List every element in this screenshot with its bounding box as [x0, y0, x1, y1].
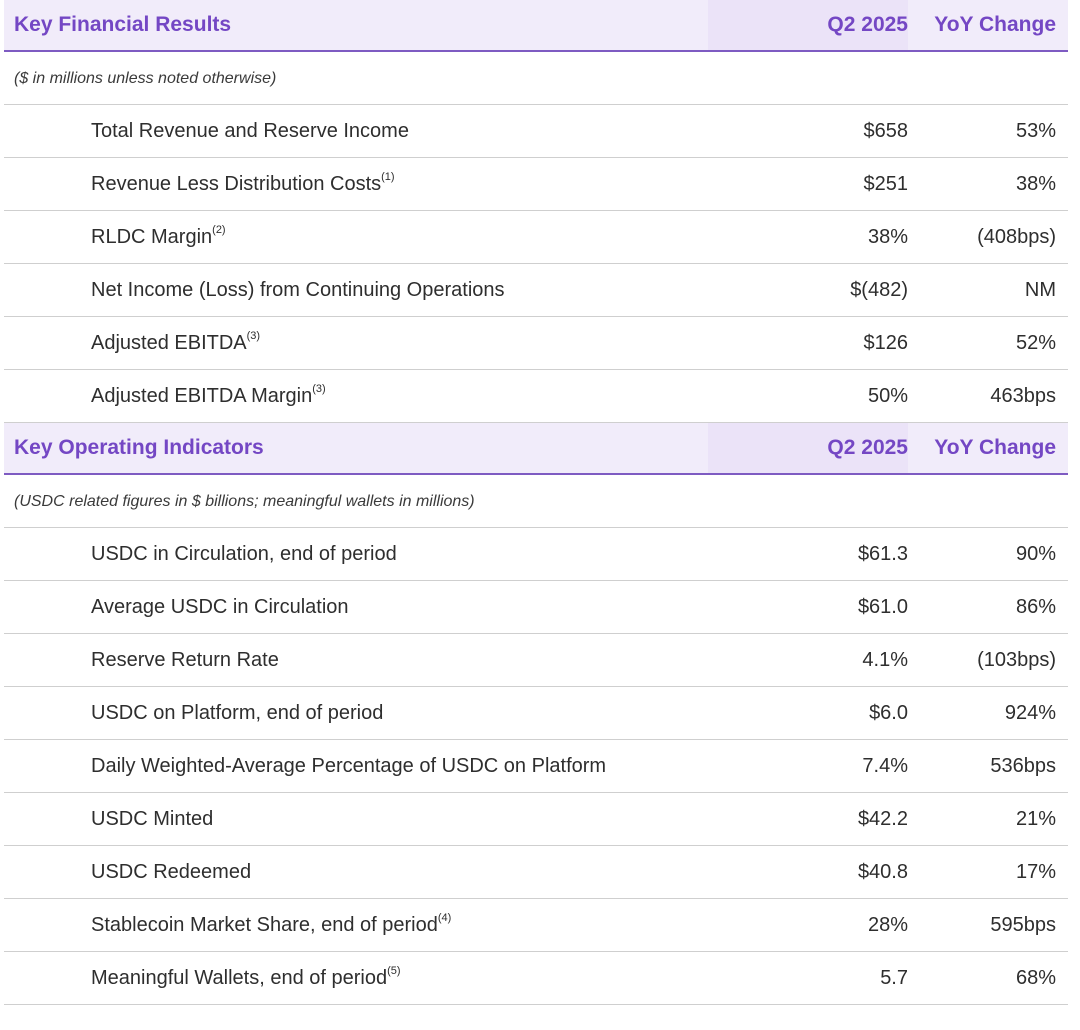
yoy-value: 536bps [990, 754, 1056, 777]
row-label: Meaningful Wallets, end of period(5) [4, 964, 708, 990]
row-label-text: USDC in Circulation, end of period [91, 542, 397, 565]
row-label: USDC Redeemed [4, 861, 708, 884]
q2-value: $61.0 [857, 595, 908, 618]
financial-col-yoy: YoY Change [934, 13, 1056, 36]
q2-value: $251 [863, 172, 909, 195]
table-row: Adjusted EBITDA(3) $126 52% [4, 317, 1068, 370]
row-label: USDC in Circulation, end of period [4, 543, 708, 566]
financial-rows: Total Revenue and Reserve Income $658 53% R… [4, 105, 1068, 423]
table-row: Average USDC in Circulation $61.0 86% [4, 581, 1068, 634]
q2-value: $40.8 [857, 860, 908, 883]
footnote-marker: (5) [387, 964, 401, 977]
results-table: Key Financial Results Q2 2025 YoY Change… [4, 0, 1068, 1005]
q2-value: 38% [867, 225, 908, 248]
row-label-text: Adjusted EBITDA [91, 331, 247, 354]
q2-value: 7.4% [862, 754, 908, 777]
row-label: Adjusted EBITDA(3) [4, 329, 708, 355]
table-row: Daily Weighted-Average Percentage of USD… [4, 740, 1068, 793]
financial-title: Key Financial Results [14, 13, 232, 36]
q2-value: $(482) [850, 278, 908, 301]
q2-value: 50% [867, 384, 908, 407]
row-label-text: Reserve Return Rate [91, 648, 279, 671]
footnote-marker: (3) [246, 329, 261, 342]
q2-value: $658 [863, 119, 909, 142]
yoy-value: 595bps [990, 913, 1056, 936]
financial-header: Key Financial Results Q2 2025 YoY Change [4, 0, 1068, 52]
row-label-text: Meaningful Wallets, end of period [91, 966, 388, 989]
q2-value: 28% [867, 913, 908, 936]
q2-value: 5.7 [880, 966, 908, 989]
table-row: Meaningful Wallets, end of period(5) 5.7 6… [4, 952, 1068, 1005]
yoy-value: 21% [1015, 807, 1056, 830]
operating-col-yoy: YoY Change [934, 436, 1056, 459]
yoy-value: 53% [1015, 119, 1056, 142]
yoy-value: 68% [1015, 966, 1056, 989]
operating-title: Key Operating Indicators [14, 436, 264, 459]
footnote-marker: (2) [212, 223, 226, 236]
yoy-value: 38% [1015, 172, 1056, 195]
row-label-text: Daily Weighted-Average Percentage of USD… [91, 754, 607, 777]
row-label-text: Adjusted EBITDA Margin [91, 384, 313, 407]
row-label: RLDC Margin(2) [4, 223, 708, 249]
table-row: USDC in Circulation, end of period $61.3 9… [4, 528, 1068, 581]
financial-note: ($ in millions unless noted otherwise) [4, 53, 1068, 105]
yoy-value: 17% [1015, 860, 1056, 883]
yoy-value: 86% [1015, 595, 1056, 618]
row-label: Stablecoin Market Share, end of period(4… [4, 911, 708, 937]
row-label-text: USDC Minted [91, 807, 214, 830]
q2-value: $6.0 [869, 701, 908, 724]
yoy-value: 90% [1015, 542, 1056, 565]
row-label-text: Revenue Less Distribution Costs [91, 172, 382, 195]
q2-value: $126 [863, 331, 909, 354]
row-label: USDC Minted [4, 808, 708, 831]
yoy-value: 463bps [990, 384, 1056, 407]
q2-value: 4.1% [862, 648, 908, 671]
table-row: USDC on Platform, end of period $6.0 924% [4, 687, 1068, 740]
row-label: USDC on Platform, end of period [4, 702, 708, 725]
table-row: Stablecoin Market Share, end of period(4… [4, 899, 1068, 952]
yoy-value: (103bps) [977, 648, 1056, 671]
footnote-marker: (4) [437, 911, 452, 924]
financial-col-q2: Q2 2025 [708, 0, 908, 50]
table-row: USDC Minted $42.2 21% [4, 793, 1068, 846]
row-label: Daily Weighted-Average Percentage of USD… [4, 755, 708, 778]
footnote-marker: (1) [381, 170, 395, 183]
operating-note: (USDC related figures in $ billions; mea… [4, 476, 1068, 528]
row-label-text: Stablecoin Market Share, end of period [91, 913, 438, 936]
table-row: RLDC Margin(2) 38% (408bps) [4, 211, 1068, 264]
table-row: USDC Redeemed $40.8 17% [4, 846, 1068, 899]
yoy-value: 924% [1004, 701, 1056, 724]
row-label: Average USDC in Circulation [4, 596, 708, 619]
yoy-value: 52% [1015, 331, 1056, 354]
row-label-text: RLDC Margin [91, 225, 213, 248]
row-label-text: USDC Redeemed [91, 860, 252, 883]
operating-rows: USDC in Circulation, end of period $61.3 9… [4, 528, 1068, 1005]
q2-value: $42.2 [857, 807, 908, 830]
row-label: Revenue Less Distribution Costs(1) [4, 170, 708, 196]
row-label: Reserve Return Rate [4, 649, 708, 672]
row-label: Total Revenue and Reserve Income [4, 120, 708, 143]
row-label-text: Net Income (Loss) from Continuing Operat… [91, 278, 505, 301]
yoy-value: (408bps) [977, 225, 1056, 248]
row-label-text: USDC on Platform, end of period [91, 701, 384, 724]
table-row: Net Income (Loss) from Continuing Operat… [4, 264, 1068, 317]
table-row: Revenue Less Distribution Costs(1) $251 38… [4, 158, 1068, 211]
row-label: Net Income (Loss) from Continuing Operat… [4, 279, 708, 302]
operating-header: Key Operating Indicators Q2 2025 YoY Cha… [4, 423, 1068, 475]
table-row: Adjusted EBITDA Margin(3) 50% 463bps [4, 370, 1068, 423]
yoy-value: NM [1024, 278, 1056, 301]
row-label-text: Average USDC in Circulation [91, 595, 349, 618]
q2-value: $61.3 [857, 542, 908, 565]
footnote-marker: (3) [312, 382, 326, 395]
operating-col-q2: Q2 2025 [708, 423, 908, 473]
row-label: Adjusted EBITDA Margin(3) [4, 382, 708, 408]
table-row: Total Revenue and Reserve Income $658 53% [4, 105, 1068, 158]
table-row: Reserve Return Rate 4.1% (103bps) [4, 634, 1068, 687]
row-label-text: Total Revenue and Reserve Income [91, 119, 409, 142]
